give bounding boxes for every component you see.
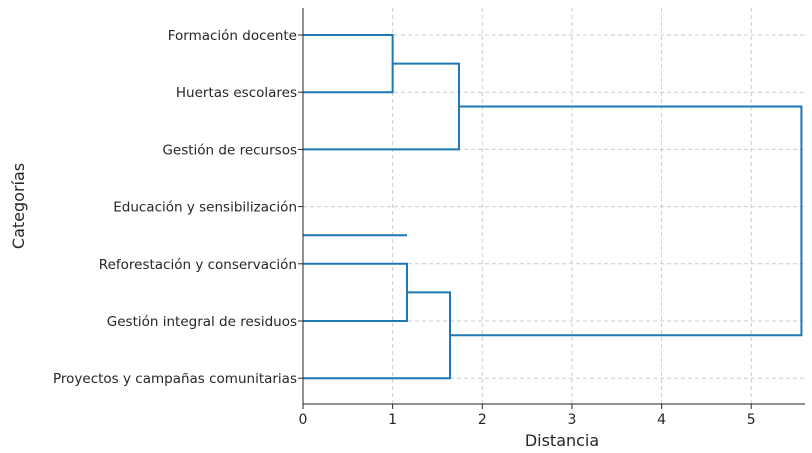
category-label-4: Reforestación y conservación <box>99 257 297 273</box>
dendrogram-links <box>303 34 803 380</box>
x-tick-label-2: 2 <box>478 412 487 428</box>
x-tick-label-5: 5 <box>747 412 756 428</box>
category-label-0: Formación docente <box>168 28 297 44</box>
dendrogram-link-2 <box>303 262 408 322</box>
dendrogram-link-1 <box>303 62 460 151</box>
category-label-6: Proyectos y campañas comunitarias <box>53 371 297 387</box>
x-tick-label-0: 0 <box>299 412 308 428</box>
category-label-5: Gestión integral de residuos <box>107 314 297 330</box>
y-axis-category-labels: Formación docente Huertas escolares Gestió… <box>53 28 303 387</box>
category-label-2: Gestión de recursos <box>162 142 297 158</box>
y-axis-title: Categorías <box>9 163 28 249</box>
x-tick-label-3: 3 <box>567 412 576 428</box>
dendrogram-link-0 <box>303 34 394 94</box>
x-tick-label-4: 4 <box>657 412 666 428</box>
dendrogram-link-3 <box>303 291 452 380</box>
axes <box>302 8 805 405</box>
category-label-1: Huertas escolares <box>176 85 297 101</box>
dendrogram-link-4 <box>450 105 803 337</box>
grid <box>303 8 805 404</box>
x-axis-title: Distancia <box>525 431 599 450</box>
category-label-3: Educación y sensibilización <box>113 200 297 216</box>
x-axis-ticks: 0 1 2 3 4 5 <box>299 404 756 428</box>
x-tick-label-1: 1 <box>388 412 397 428</box>
